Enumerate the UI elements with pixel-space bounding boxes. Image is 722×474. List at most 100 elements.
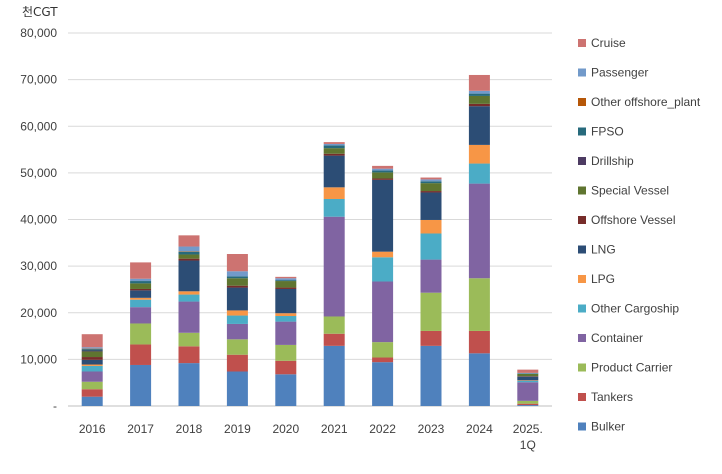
bar-stack-2022 [372, 165, 394, 406]
bar-segment [226, 271, 248, 277]
bar-segment [420, 330, 442, 346]
bar-segment [81, 396, 103, 406]
bar-segment [275, 280, 297, 282]
bar-segment [372, 170, 394, 173]
bar-segment [81, 359, 103, 365]
bar-segment [372, 168, 394, 171]
x-tick-label: 2020 [272, 422, 299, 436]
bar-segment [178, 294, 200, 302]
bar-segment [178, 260, 200, 292]
x-tick-label: 2016 [79, 422, 106, 436]
legend-label: LPG [591, 272, 615, 286]
bar-segment [517, 380, 539, 383]
legend-label: Product Carrier [591, 361, 672, 375]
legend-label: Drillship [591, 154, 634, 168]
y-axis-unit-label: 천CGT [22, 5, 58, 19]
bar-segment [420, 259, 442, 293]
bar-segment [130, 364, 152, 406]
bar-stack-2018 [178, 235, 200, 406]
legend-item: Product Carrier [578, 361, 672, 375]
legend-item: Offshore Vessel [578, 213, 676, 227]
bar-segment [323, 187, 345, 199]
legend-item: Special Vessel [578, 184, 669, 198]
legend-label: Container [591, 331, 643, 345]
bar-stacks [81, 74, 539, 406]
legend-label: Tankers [591, 390, 633, 404]
bar-segment [226, 254, 248, 272]
bar-segment [517, 382, 539, 401]
bar-segment [323, 155, 345, 188]
bar-segment [81, 364, 103, 366]
legend-swatch [578, 127, 586, 136]
bar-segment [226, 354, 248, 372]
bar-segment [275, 278, 297, 281]
bar-segment [323, 142, 345, 144]
bar-segment [81, 389, 103, 397]
legend-item: Other offshore_plant [578, 95, 701, 109]
bar-segment [275, 288, 297, 314]
bar-segment [81, 349, 103, 351]
bar-segment [468, 74, 490, 91]
bar-segment [130, 262, 152, 279]
bar-segment [178, 246, 200, 252]
legend-swatch [578, 186, 586, 195]
legend-item: LPG [578, 272, 615, 286]
bar-stack-2023 [420, 177, 442, 406]
bar-stack-2019 [226, 254, 248, 406]
bar-segment [178, 254, 200, 259]
bar-stack-2016 [81, 334, 103, 406]
legend-label: LNG [591, 243, 616, 257]
legend-swatch [578, 363, 586, 372]
legend-swatch [578, 393, 586, 401]
bar-segment [130, 278, 152, 282]
bar-segment [420, 177, 442, 180]
bar-segment [420, 183, 442, 192]
bar-segment [517, 369, 539, 373]
bar-stack-2024 [468, 74, 490, 406]
legend-item: Bulker [578, 420, 625, 434]
y-tick-label: 70,000 [20, 73, 57, 87]
legend-label: Offshore Vessel [591, 213, 676, 227]
bar-stack-2020 [275, 276, 297, 406]
bar-segment [517, 405, 539, 406]
bar-segment [323, 153, 345, 156]
bar-segment [226, 278, 248, 286]
bar-segment [130, 323, 152, 345]
bar-segment [130, 344, 152, 365]
bar-segment [323, 216, 345, 317]
y-tick-label: 20,000 [20, 306, 57, 320]
bar-segment [81, 365, 103, 372]
bar-segment [517, 373, 539, 377]
bar-segment [372, 342, 394, 358]
legend-swatch [578, 275, 586, 283]
bar-segment [372, 251, 394, 258]
bar-segment [275, 360, 297, 375]
legend-label: Other offshore_plant [591, 95, 701, 109]
bar-stack-2021 [323, 142, 345, 406]
bar-segment [275, 344, 297, 361]
bar-segment [275, 281, 297, 288]
bar-segment [81, 347, 103, 349]
x-tick-label: 2023 [418, 422, 445, 436]
bar-stack-2025.1Q [517, 369, 539, 406]
bar-segment [178, 346, 200, 364]
bar-segment [130, 297, 152, 300]
bar-segment [275, 321, 297, 345]
legend-swatch [578, 157, 586, 165]
bar-segment [517, 376, 539, 381]
bar-segment [130, 299, 152, 308]
bar-segment [226, 315, 248, 324]
bar-segment [420, 233, 442, 260]
y-tick-label: 10,000 [20, 352, 57, 366]
bar-segment [81, 350, 103, 352]
legend-swatch [578, 334, 586, 342]
x-tick-label: 2024 [466, 422, 493, 436]
bar-segment [178, 251, 200, 255]
bar-segment [468, 103, 490, 107]
y-tick-label: 50,000 [20, 166, 57, 180]
bar-segment [468, 183, 490, 279]
bar-segment [420, 179, 442, 182]
bar-segment [323, 145, 345, 149]
legend-label: FPSO [591, 125, 624, 139]
legend-item: FPSO [578, 125, 624, 139]
